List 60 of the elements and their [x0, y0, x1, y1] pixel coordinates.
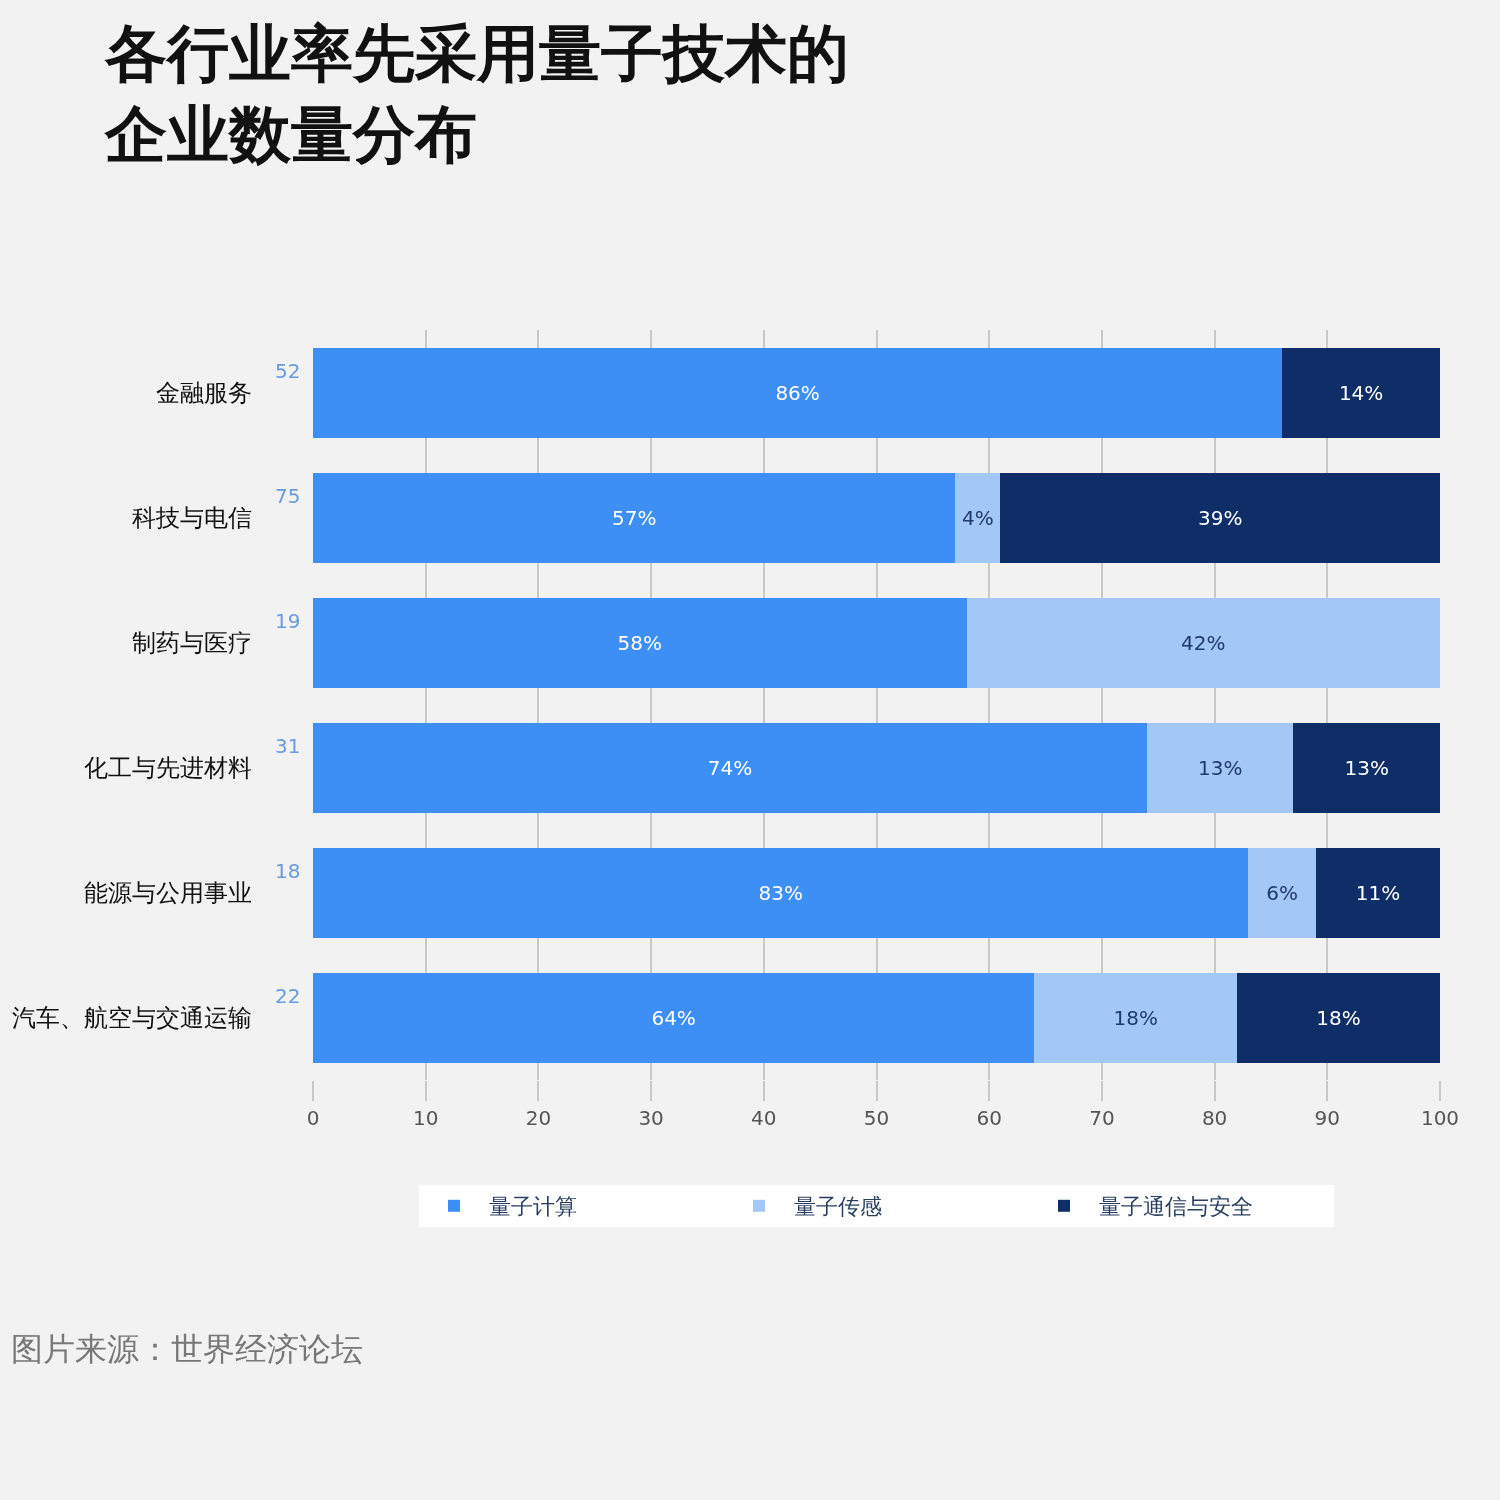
x-tick-label: 0 [306, 1106, 320, 1130]
legend-label: 量子传感 [794, 1194, 882, 1220]
x-tick-label: 100 [1420, 1106, 1460, 1130]
data-label: 39% [1198, 505, 1243, 530]
y-tick-label: 金融服务 [156, 378, 252, 407]
x-tick-label: 80 [1201, 1106, 1228, 1130]
bar [1248, 847, 1317, 938]
y-tick-label: 能源与公用事业 [84, 878, 252, 907]
bar [966, 597, 1440, 688]
text: 图片来源：世界经济论坛 [11, 1330, 363, 1368]
data-label: 13% [1198, 755, 1243, 780]
chart-title: 各行业率先采用量子技术的企业数量分布 [104, 17, 849, 171]
x-tick-label: 10 [412, 1106, 439, 1130]
bar [1316, 847, 1440, 938]
text: 19 [275, 609, 301, 633]
bar [1000, 472, 1440, 563]
bar [313, 472, 956, 563]
x-tick-label: 70 [1089, 1106, 1115, 1130]
data-label: 64% [651, 1005, 696, 1030]
legend-label: 量子计算 [489, 1194, 577, 1220]
bar [1146, 722, 1294, 813]
data-label: 74% [707, 755, 753, 780]
text: 75 [275, 484, 301, 508]
x-tick-label: 20 [525, 1106, 552, 1130]
text: 22 [275, 984, 301, 1008]
bar [1282, 347, 1440, 438]
y-tick-label: 制药与医疗 [132, 628, 252, 657]
y-tick-label: 化工与先进材料 [84, 753, 252, 782]
data-label: 6% [1266, 880, 1299, 905]
x-tick-label: 50 [863, 1106, 890, 1130]
x-tick-label: 60 [976, 1106, 1002, 1130]
x-tick-label: 90 [1314, 1106, 1341, 1130]
y-tick-label: 汽车、航空与交通运输 [12, 1003, 252, 1032]
text: 18 [275, 859, 301, 883]
data-label: 57% [611, 505, 657, 530]
text: 52 [275, 359, 301, 383]
bar [955, 472, 1001, 563]
bar [313, 847, 1249, 938]
data-label: 13% [1344, 755, 1389, 780]
data-label: 42% [1181, 630, 1226, 655]
x-tick-label: 40 [751, 1106, 777, 1130]
bar [1034, 972, 1238, 1063]
data-label: 4% [962, 505, 994, 530]
data-label: 18% [1113, 1005, 1158, 1030]
data-label: 11% [1355, 880, 1401, 905]
data-label: 86% [775, 380, 820, 405]
data-label: 58% [617, 630, 663, 655]
bar [313, 597, 967, 688]
bar [313, 347, 1283, 438]
text: 31 [275, 734, 301, 758]
data-label: 18% [1316, 1005, 1361, 1030]
data-label: 14% [1338, 380, 1384, 405]
y-tick-label: 科技与电信 [132, 503, 252, 532]
legend-label: 量子通信与安全 [1099, 1194, 1253, 1220]
x-tick-label: 30 [638, 1106, 664, 1130]
bar [1237, 972, 1440, 1063]
bar [1293, 722, 1440, 813]
data-label: 83% [758, 880, 803, 905]
bar [313, 722, 1147, 813]
bar [313, 972, 1035, 1063]
